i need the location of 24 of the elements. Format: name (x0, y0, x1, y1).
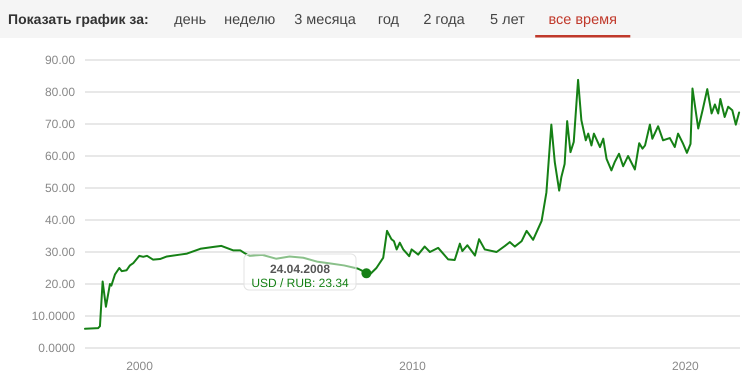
annotation: USD / RUB: 23.34 (251, 276, 350, 290)
text: 5 лет (490, 12, 526, 28)
line-series (84, 78, 740, 330)
y-tick-label: 90.00 (44, 53, 76, 67)
text: 2 года (423, 12, 466, 28)
x-tick-label: 2010 (399, 359, 426, 373)
x-tick-label: 2000 (126, 359, 154, 373)
text: год (378, 12, 400, 28)
y-tick-label: 60.00 (44, 149, 76, 163)
annotation: 24.04.2008 (270, 262, 330, 276)
y-tick-label: 30.00 (44, 245, 76, 259)
chart-title: Показать график за: (8, 11, 149, 27)
text: 3 месяца (294, 12, 357, 28)
y-tick-label: 50.00 (44, 181, 76, 195)
y-tick-label: 80.00 (44, 85, 76, 99)
y-tick-label: 70.00 (44, 117, 76, 131)
x-tick-label: 2020 (672, 359, 700, 373)
text: все время (548, 12, 618, 28)
y-tick-label: 0.0000 (38, 341, 76, 355)
y-tick-label: 40.00 (44, 213, 76, 227)
text: день (174, 12, 206, 28)
text: неделю (224, 12, 276, 28)
y-tick-label: 10.0000 (32, 309, 76, 323)
y-tick-label: 20.00 (44, 277, 76, 291)
